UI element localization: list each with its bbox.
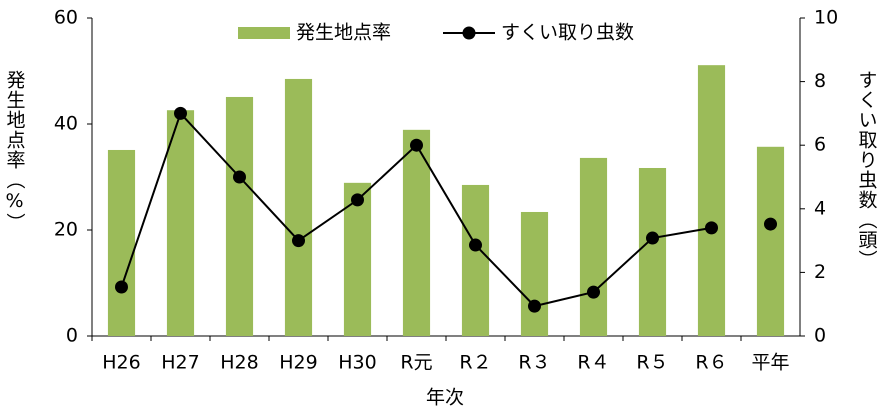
bar <box>756 146 785 336</box>
x-tick-label: H27 <box>161 352 199 374</box>
bar <box>638 167 667 336</box>
y2-tick-label: 4 <box>814 197 826 219</box>
x-tick-label: R２ <box>459 352 491 374</box>
y-tick-label: 20 <box>54 219 78 241</box>
bar <box>343 182 372 336</box>
x-tick-label: H30 <box>338 352 376 374</box>
legend-swatch <box>462 26 476 40</box>
y2-tick-label: 2 <box>814 261 826 283</box>
legend-label: すくい取り虫数 <box>501 22 634 44</box>
x-tick-label: R６ <box>695 352 727 374</box>
bar <box>579 157 608 336</box>
y2-tick-label: 10 <box>814 7 838 29</box>
bar <box>166 110 195 336</box>
line-marker <box>292 234 305 248</box>
x-tick-label: H29 <box>279 352 317 374</box>
line-marker <box>115 280 128 294</box>
line-marker <box>705 221 718 235</box>
y-tick-label: 0 <box>66 325 78 347</box>
line-marker <box>410 138 423 152</box>
bar <box>225 96 254 336</box>
bar <box>107 149 136 336</box>
y-tick-label: 60 <box>54 7 78 29</box>
x-tick-label: R元 <box>400 352 432 374</box>
bar <box>697 65 726 337</box>
y2-tick-label: 6 <box>814 134 826 156</box>
legend-label: 発生地点率 <box>296 22 391 44</box>
line-marker <box>233 170 246 184</box>
line-marker <box>351 193 364 207</box>
bar <box>461 184 490 336</box>
line-marker <box>469 238 482 252</box>
line-marker <box>764 217 777 231</box>
line-marker <box>587 285 600 299</box>
bar <box>284 78 313 336</box>
x-tick-label: R３ <box>518 352 550 374</box>
bar <box>402 129 431 336</box>
x-axis-label: 年次 <box>426 387 464 409</box>
y-tick-label: 40 <box>54 113 78 135</box>
y2-tick-label: 8 <box>814 70 826 92</box>
line-marker <box>646 231 659 245</box>
bar <box>520 211 549 336</box>
x-tick-label: R４ <box>577 352 609 374</box>
line-marker <box>528 299 541 313</box>
y-axis-label: 発生地点率（%） <box>4 70 26 233</box>
y2-tick-label: 0 <box>814 325 826 347</box>
legend-swatch <box>238 27 290 39</box>
line-marker <box>174 106 187 120</box>
x-tick-label: 平年 <box>751 352 789 374</box>
x-tick-label: R５ <box>636 352 668 374</box>
y2-axis-label: すくい取り虫数（頭） <box>856 70 878 270</box>
x-tick-label: H28 <box>220 352 258 374</box>
x-tick-label: H26 <box>102 352 140 374</box>
